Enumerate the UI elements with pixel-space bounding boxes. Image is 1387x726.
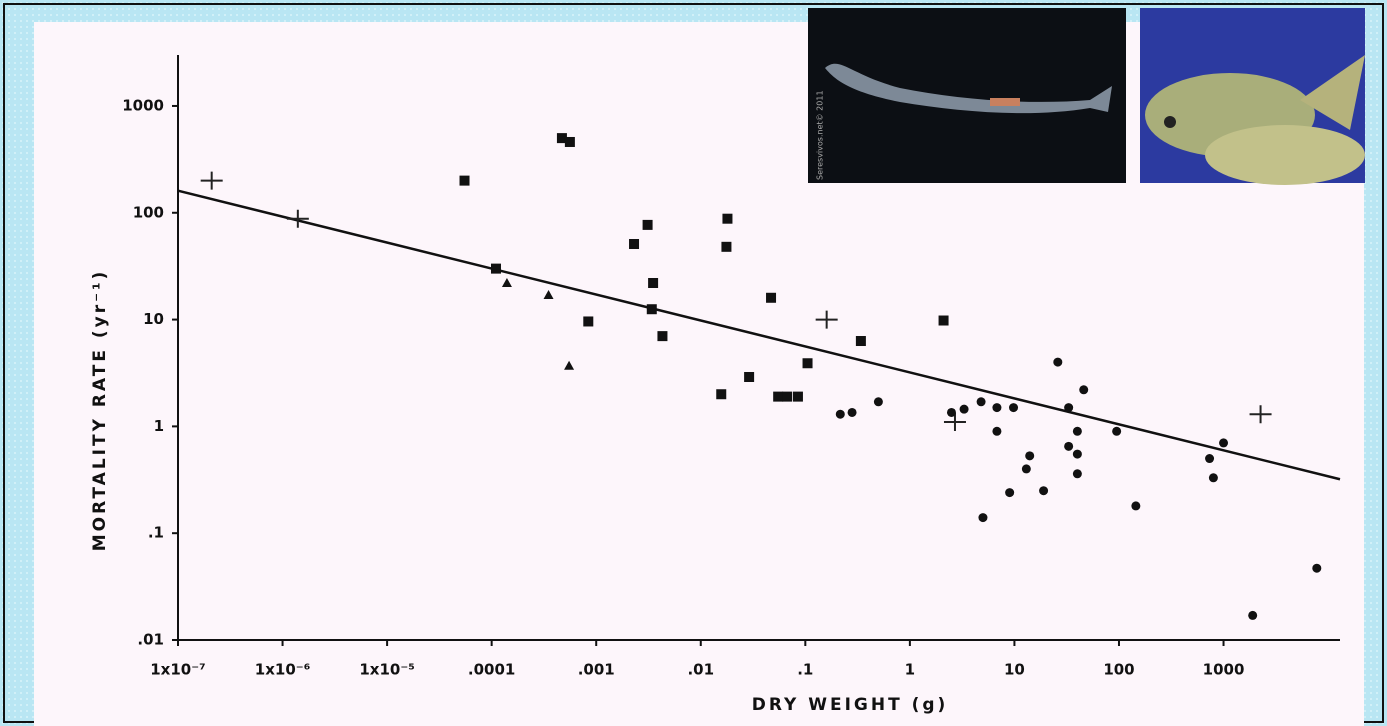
data-point	[501, 278, 512, 288]
data-point	[716, 389, 727, 400]
x-tick-label: 1x10⁻⁶	[255, 661, 310, 679]
y-tick-label: 10	[143, 310, 164, 328]
data-point	[1072, 426, 1082, 436]
data-point	[722, 213, 733, 224]
data-point	[1064, 441, 1074, 451]
data-point	[938, 315, 949, 326]
data-point	[629, 239, 640, 250]
x-tick-label: .1	[797, 661, 813, 679]
data-point	[835, 409, 845, 419]
photo-credit: Seresvivos.net© 2011	[816, 90, 825, 180]
data-point	[657, 331, 668, 342]
y-tick-label: 100	[133, 203, 164, 221]
data-point	[200, 171, 223, 190]
y-tick-label: 1	[154, 417, 164, 435]
y-tick-label: .1	[148, 524, 164, 542]
data-point	[648, 278, 659, 289]
x-tick-label: .0001	[468, 661, 515, 679]
y-tick-label: .01	[137, 631, 164, 649]
data-point	[1009, 403, 1019, 413]
data-point	[1208, 473, 1218, 483]
data-point	[1248, 610, 1258, 620]
data-point	[1005, 488, 1015, 498]
data-point	[992, 403, 1002, 413]
data-point	[490, 263, 501, 274]
x-tick-label: 1x10⁻⁵	[359, 661, 414, 679]
data-point	[1025, 451, 1035, 461]
data-point	[1021, 464, 1031, 474]
data-point	[1079, 385, 1089, 395]
fit-line	[177, 189, 1341, 481]
data-point	[1072, 449, 1082, 459]
data-point	[1053, 357, 1063, 367]
data-point	[1112, 426, 1122, 436]
data-point	[1219, 438, 1229, 448]
photo-fish	[1140, 8, 1365, 185]
photo-larva: Seresvivos.net© 2011	[808, 8, 1126, 183]
data-point	[1039, 486, 1049, 496]
data-point	[978, 513, 988, 523]
data-point	[1205, 454, 1215, 464]
data-point	[564, 360, 575, 370]
x-tick-label: .01	[687, 661, 714, 679]
data-point	[792, 391, 803, 402]
x-tick-label: 1	[905, 661, 915, 679]
x-tick-label: 10	[1004, 661, 1025, 679]
data-point	[721, 241, 732, 252]
data-point	[556, 133, 567, 144]
x-axis-label: DRY WEIGHT (g)	[752, 695, 949, 715]
data-point	[782, 391, 793, 402]
x-tick-label: .001	[578, 661, 615, 679]
data-point	[855, 336, 866, 347]
data-point	[1312, 563, 1322, 573]
data-point	[1131, 501, 1141, 511]
data-point	[992, 426, 1002, 436]
data-point	[976, 397, 986, 407]
data-point	[766, 292, 777, 303]
x-tick-label: 1x10⁻⁷	[150, 661, 205, 679]
data-point	[815, 310, 838, 329]
data-point	[459, 175, 470, 186]
data-point	[543, 289, 554, 299]
data-point	[943, 412, 966, 431]
y-axis-label: MORTALITY RATE (yr⁻¹)	[90, 269, 110, 552]
data-point	[946, 407, 956, 417]
data-point	[646, 304, 657, 315]
data-point	[773, 391, 784, 402]
data-point	[1064, 403, 1074, 413]
data-point	[564, 136, 575, 147]
data-point	[583, 316, 594, 327]
y-tick-label: 1000	[122, 96, 164, 114]
data-point	[286, 209, 309, 228]
data-point	[744, 371, 755, 382]
data-point	[873, 397, 883, 407]
x-tick-label: 100	[1103, 661, 1134, 679]
data-point	[1072, 469, 1082, 479]
data-point	[959, 404, 969, 414]
data-point	[802, 358, 813, 369]
data-point	[642, 219, 653, 230]
data-point	[1249, 405, 1272, 424]
data-point	[847, 407, 857, 417]
x-tick-label: 1000	[1203, 661, 1245, 679]
